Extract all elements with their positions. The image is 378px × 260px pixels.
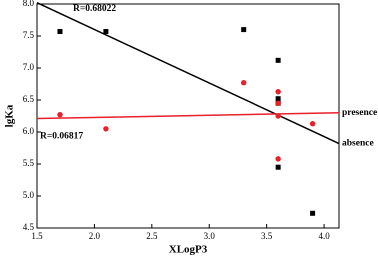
marker [240, 80, 247, 86]
marker [275, 88, 281, 95]
marker [57, 29, 63, 35]
x-axis-title: XLogP3 [169, 244, 208, 256]
y-tick-label: 7.5 [23, 30, 35, 40]
y-tick-label: 6.5 [23, 94, 35, 104]
marker [275, 156, 281, 162]
marker [57, 112, 63, 118]
y-tick-label: 5.0 [23, 190, 35, 200]
y-tick-label: 5.5 [23, 158, 35, 168]
x-tick-label: 4.0 [318, 231, 330, 241]
marker [310, 210, 316, 216]
r-label: R=0.06817 [40, 132, 83, 142]
y-tick-label: 7.0 [23, 62, 35, 72]
r-label: R=0.68022 [73, 4, 116, 14]
marker [275, 100, 281, 106]
line-label: presence [342, 108, 377, 118]
fit-line [36, 112, 340, 120]
line-label: absence [342, 139, 374, 149]
y-axis-title: lgKa [4, 104, 16, 127]
x-tick-label: 2.5 [146, 231, 158, 241]
fit-line [36, 2, 340, 145]
x-tick-label: 1.5 [31, 231, 43, 241]
y-tick-label: 4.5 [23, 222, 35, 232]
marker [275, 57, 281, 63]
x-tick-label: 2.0 [89, 231, 101, 241]
marker [275, 164, 281, 170]
marker [103, 126, 109, 132]
y-tick-label: 8.0 [23, 0, 35, 8]
x-tick-label: 3.0 [204, 231, 216, 241]
y-tick-label: 6.0 [23, 126, 35, 136]
marker [309, 120, 316, 127]
marker [275, 96, 281, 102]
marker [241, 27, 247, 33]
marker [103, 29, 109, 35]
x-tick-label: 3.5 [261, 231, 273, 241]
plot-frame [36, 3, 340, 229]
